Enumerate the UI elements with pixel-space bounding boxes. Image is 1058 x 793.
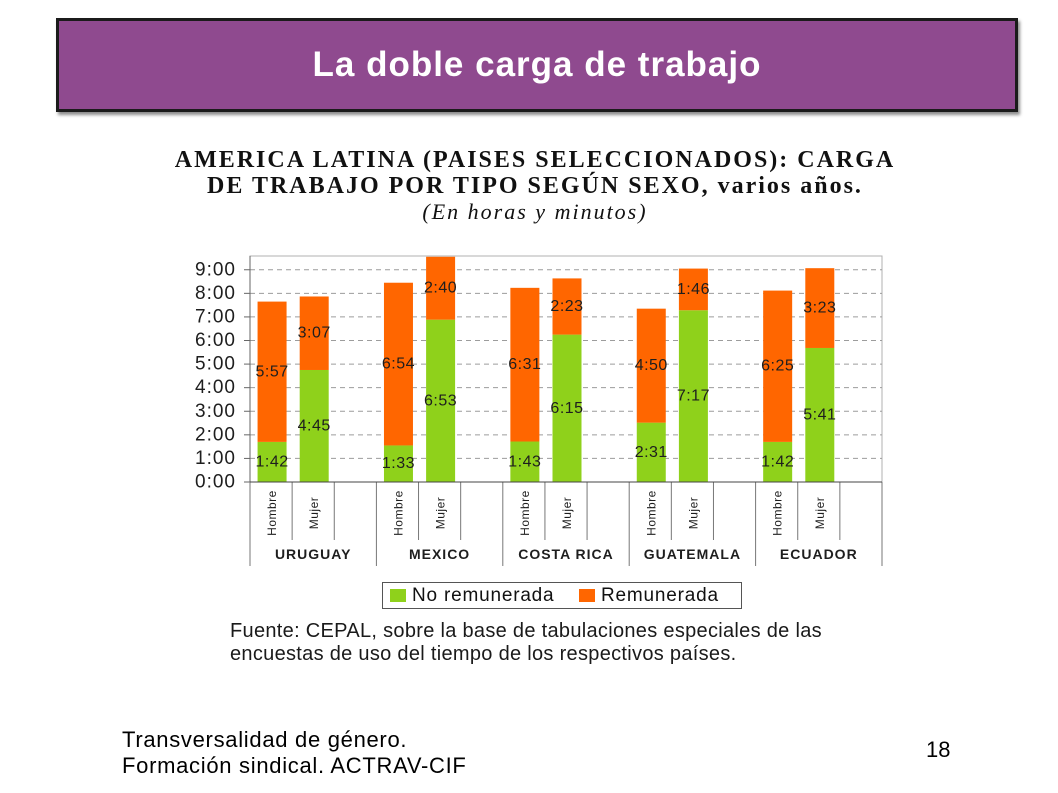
title-banner: La doble carga de trabajo xyxy=(56,18,1018,112)
chart-source-note: Fuente: CEPAL, sobre la base de tabulaci… xyxy=(230,620,822,666)
bar-segment-no-remunerada xyxy=(805,347,835,482)
bar-segment-remunerada xyxy=(510,287,540,442)
bar-value-label: 6:31 xyxy=(508,356,541,373)
chart-title: AMERICA LATINA (PAISES SELECCIONADOS): C… xyxy=(140,147,930,225)
sex-category-label: Hombre xyxy=(265,490,279,536)
bar-value-label: 1:46 xyxy=(677,281,710,298)
legend-label: Remunerada xyxy=(601,584,719,606)
y-tick-label: 1:00 xyxy=(195,448,236,469)
bar-segment-no-remunerada xyxy=(763,441,793,482)
page-number: 18 xyxy=(926,737,951,762)
bar-segment-no-remunerada xyxy=(510,441,540,482)
bar-value-label: 6:15 xyxy=(550,400,583,417)
sex-category-label: Hombre xyxy=(771,490,785,536)
y-tick-label: 2:00 xyxy=(195,424,236,445)
bar-value-label: 6:53 xyxy=(424,392,457,409)
bar-value-label: 1:42 xyxy=(761,453,794,470)
sex-category-label: Mujer xyxy=(560,497,574,530)
bar-value-label: 2:40 xyxy=(424,280,457,297)
footer-text: Transversalidad de género. Formación sin… xyxy=(122,727,467,779)
y-tick-label: 5:00 xyxy=(195,354,236,375)
source-line-2: encuestas de uso del tiempo de los respe… xyxy=(230,643,737,665)
bar-value-label: 5:41 xyxy=(803,406,836,423)
country-label: COSTA RICA xyxy=(518,546,614,562)
legend-label: No remunerada xyxy=(412,584,555,606)
bar-segment-remunerada xyxy=(636,308,666,423)
bar-segment-no-remunerada xyxy=(636,422,666,482)
bar-value-label: 7:17 xyxy=(677,388,710,405)
sex-category-label: Mujer xyxy=(813,497,827,530)
sex-category-label: Mujer xyxy=(434,497,448,530)
country-label: MEXICO xyxy=(409,546,470,562)
y-tick-label: 4:00 xyxy=(195,377,236,398)
bar-segment-no-remunerada xyxy=(426,319,456,482)
bar-segment-no-remunerada xyxy=(383,445,413,482)
bar-segment-no-remunerada xyxy=(552,334,582,482)
sex-category-label: Mujer xyxy=(686,497,700,530)
footer-line-2: Formación sindical. ACTRAV-CIF xyxy=(122,753,467,778)
legend-swatch-remunerada xyxy=(579,589,595,602)
y-tick-label: 9:00 xyxy=(195,259,236,280)
bar-value-label: 5:57 xyxy=(255,363,288,380)
sex-category-label: Hombre xyxy=(518,490,532,536)
bar-value-label: 3:07 xyxy=(298,325,331,342)
legend-swatch-no-remunerada xyxy=(390,589,406,602)
sex-category-label: Hombre xyxy=(391,490,405,536)
bar-segment-remunerada xyxy=(299,296,329,370)
bar-value-label: 2:23 xyxy=(550,298,583,315)
legend-item-no-remunerada: No remunerada xyxy=(390,583,554,608)
legend-item-remunerada: Remunerada xyxy=(579,583,719,608)
footer-line-1: Transversalidad de género. xyxy=(122,727,408,752)
bar-value-label: 1:43 xyxy=(508,453,541,470)
chart-title-line-2: DE TRABAJO POR TIPO SEGÚN SEXO, varios a… xyxy=(207,173,863,199)
chart-legend: No remunerada Remunerada xyxy=(382,582,742,609)
bar-value-label: 3:23 xyxy=(803,300,836,317)
bar-segment-remunerada xyxy=(257,301,287,442)
bar-segment-remunerada xyxy=(763,290,793,442)
bar-value-label: 2:31 xyxy=(635,444,668,461)
bar-segment-remunerada xyxy=(805,268,835,348)
bar-value-label: 6:25 xyxy=(761,358,794,375)
bar-segment-no-remunerada xyxy=(257,441,287,482)
bar-value-label: 1:33 xyxy=(382,455,415,472)
sex-category-label: Hombre xyxy=(644,490,658,536)
sex-category-label: Mujer xyxy=(307,497,321,530)
bar-value-label: 4:45 xyxy=(298,417,331,434)
slide-title: La doble carga de trabajo xyxy=(312,45,762,84)
country-label: URUGUAY xyxy=(275,546,352,562)
bar-value-label: 4:50 xyxy=(635,357,668,374)
y-tick-label: 3:00 xyxy=(195,401,236,422)
y-tick-label: 0:00 xyxy=(195,472,236,493)
y-tick-label: 8:00 xyxy=(195,283,236,304)
bar-segment-no-remunerada xyxy=(299,369,329,482)
y-tick-label: 7:00 xyxy=(195,306,236,327)
stacked-bar-chart: 0:00 1:00 2:003:00 4:005:00 6:00 7:008:00 9:00… xyxy=(195,255,883,566)
country-label: GUATEMALA xyxy=(644,546,741,562)
bar-value-label: 1:42 xyxy=(255,453,288,470)
y-tick-label: 6:00 xyxy=(195,330,236,351)
bar-segment-remunerada xyxy=(383,282,413,446)
bar-segment-no-remunerada xyxy=(678,310,708,482)
chart-subtitle: (En horas y minutos) xyxy=(422,199,648,224)
country-label: ECUADOR xyxy=(780,546,858,562)
source-line-1: Fuente: CEPAL, sobre la base de tabulaci… xyxy=(230,620,822,642)
bar-segment-remunerada xyxy=(426,256,456,320)
chart-title-line-1: AMERICA LATINA (PAISES SELECCIONADOS): C… xyxy=(174,147,896,173)
bar-value-label: 6:54 xyxy=(382,356,415,373)
bar-segment-remunerada xyxy=(552,278,582,335)
bar-segment-remunerada xyxy=(678,268,708,311)
